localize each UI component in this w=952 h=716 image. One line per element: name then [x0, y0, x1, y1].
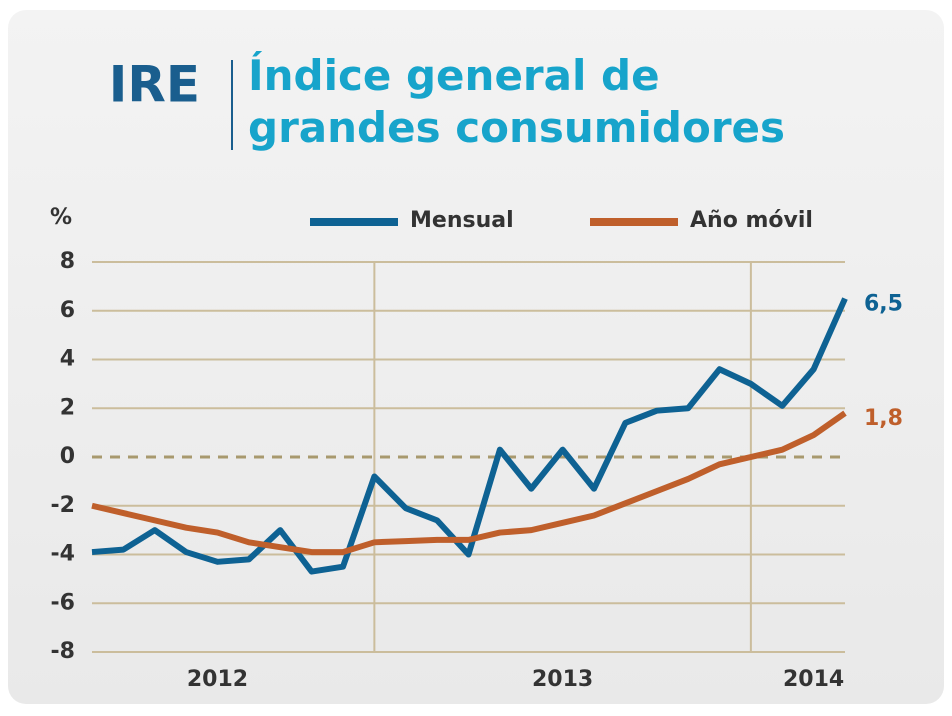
- chart-title: IRE: [109, 56, 200, 114]
- end-label: 6,5: [864, 292, 903, 317]
- panel: [8, 10, 944, 704]
- x-tick-label: 2012: [187, 667, 248, 692]
- y-tick-label: 6: [60, 298, 75, 323]
- legend-label: Mensual: [410, 208, 514, 233]
- y-axis-label: %: [50, 205, 72, 230]
- legend-label: Año móvil: [690, 208, 813, 233]
- y-tick-label: 0: [60, 444, 75, 469]
- y-tick-label: 4: [60, 347, 75, 372]
- y-tick-label: -2: [51, 493, 75, 518]
- x-tick-label: 2014: [783, 667, 844, 692]
- end-label: 1,8: [864, 406, 903, 431]
- series-line: [91, 410, 847, 556]
- x-tick-label: 2013: [532, 667, 593, 692]
- y-tick-label: -4: [51, 542, 75, 567]
- y-tick-label: -6: [51, 590, 75, 615]
- chart-subtitle: Índice general de grandes consumidores: [248, 50, 785, 152]
- y-tick-label: -8: [51, 639, 75, 664]
- y-tick-label: 2: [60, 395, 75, 420]
- y-tick-label: 8: [60, 249, 75, 274]
- series-line: [91, 297, 848, 575]
